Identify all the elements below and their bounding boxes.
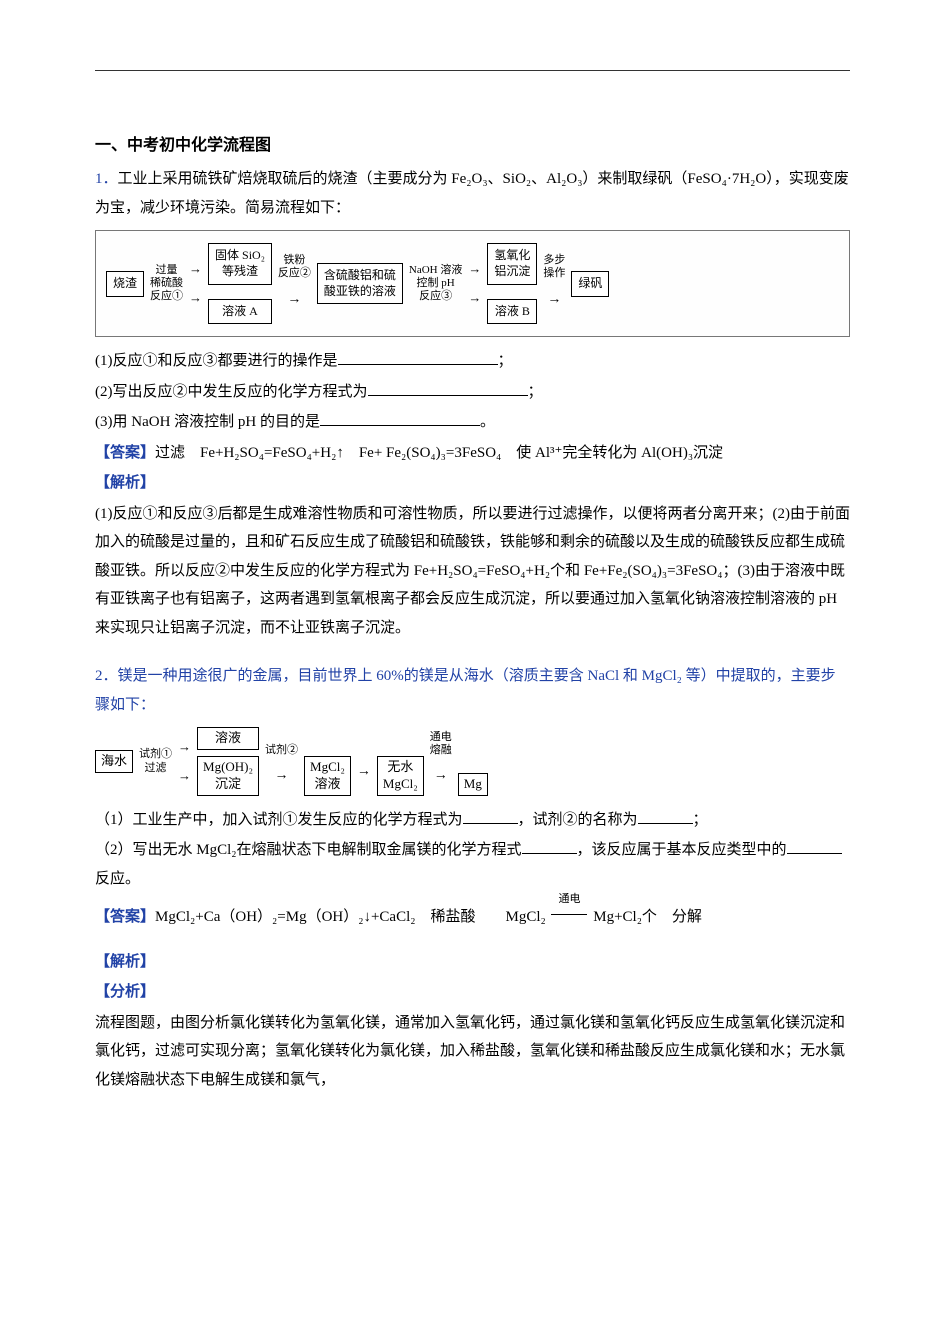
blank [787, 839, 842, 854]
q1-sub1: (1)反应①和反应③都要进行的操作是 ； [95, 347, 850, 376]
flow-node: 溶液 [197, 727, 259, 750]
q2-sub2-text3: 反应。 [95, 871, 140, 887]
answer-text: Mg+Cl₂个 分解 [593, 909, 702, 925]
q1-answer: 【答案】过滤 Fe+H₂SO₄=FeSO₄+H₂↑ Fe+ Fe₂(SO₄)₃=… [95, 439, 850, 468]
arrow-icon: → [357, 759, 371, 786]
flow-node: MgCl₂ 溶液 [304, 756, 351, 796]
flow-node: 无水 MgCl₂ [377, 756, 424, 796]
flow-arrow-label: 通电熔融 → [430, 731, 452, 790]
flow-arrow-label: 试剂② → [265, 744, 298, 790]
q1-intro-text: 工业上采用硫铁矿焙烧取硫后的烧渣（主要成分为 Fe₂O₃、SiO₂、Al₂O₃）… [95, 171, 849, 216]
flow-label: 稀硫酸 [150, 277, 183, 289]
flow-label: 熔融 [430, 744, 452, 756]
q2-sub1-text2: ，试剂②的名称为 [518, 812, 638, 828]
blank [338, 350, 498, 365]
analysis-label: 【分析】 [95, 984, 155, 1000]
punct: ； [693, 812, 708, 828]
q2-intro: 2．镁是一种用途很广的金属，目前世界上 60%的镁是从海水（溶质主要含 NaCl… [95, 662, 850, 719]
answer-label: 【答案】 [95, 445, 155, 461]
flow-label: 操作 [543, 267, 565, 279]
blank [638, 809, 693, 824]
blank [368, 381, 528, 396]
flow-label: 试剂② [265, 744, 298, 757]
q1-explain-text: (1)反应①和反应③后都是生成难溶性物质和可溶性物质，所以要进行过滤操作，以便将… [95, 500, 850, 643]
q2-explain-label: 【解析】 [95, 948, 850, 977]
flow-node: 固体 SiO₂ 等残渣 [208, 243, 272, 284]
flow-label: 多步 [543, 254, 565, 266]
q2-flowchart: 海水 试剂① 过滤 →→ 溶液 Mg(OH)₂ 沉淀 试剂② → MgCl₂ 溶液… [95, 727, 850, 796]
condition-text: 通电 [549, 889, 589, 910]
punct: 。 [480, 414, 495, 430]
flow-label: 控制 pH [417, 277, 455, 289]
flow-arrow-label: NaOH 溶液控制 pH反应③ [409, 264, 462, 304]
q2-number: 2． [95, 668, 118, 684]
flow-label: NaOH 溶液 [409, 264, 462, 276]
reaction-condition: 通电 [549, 903, 589, 932]
flow-node: 溶液 A [208, 299, 272, 325]
flow-column: 溶液 Mg(OH)₂ 沉淀 [197, 727, 259, 796]
explain-label: 【解析】 [95, 954, 155, 970]
explain-label: 【解析】 [95, 475, 155, 491]
q1-sub2-text: (2)写出反应②中发生反应的化学方程式为 [95, 384, 368, 400]
flow-node: 绿矾 [571, 271, 609, 297]
q2-answer: 【答案】MgCl₂+Ca（OH）₂=Mg（OH）₂↓+CaCl₂ 稀盐酸 MgC… [95, 903, 850, 932]
flow-arrow-label: 试剂① 过滤 [139, 748, 172, 774]
q2-analysis-label: 【分析】 [95, 978, 850, 1007]
q1-flowchart: 烧渣 过量稀硫酸反应① →→ 固体 SiO₂ 等残渣 溶液 A 铁粉反应② → … [95, 230, 850, 337]
flow-arrow-label: 过量稀硫酸反应① [150, 264, 183, 304]
flow-label: 铁粉 [283, 254, 305, 266]
flow-node: Mg(OH)₂ 沉淀 [197, 756, 259, 796]
flow-node: 含硫酸铝和硫 酸亚铁的溶液 [317, 263, 403, 304]
q1-sub1-text: (1)反应①和反应③都要进行的操作是 [95, 353, 338, 369]
split-arrows: →→ [178, 735, 191, 788]
q2-intro-text: 镁是一种用途很广的金属，目前世界上 60%的镁是从海水（溶质主要含 NaCl 和… [95, 668, 836, 713]
flow-label: 通电 [430, 731, 452, 743]
blank [463, 809, 518, 824]
q1-explain-label: 【解析】 [95, 469, 850, 498]
q2-sub2: （2）写出无水 MgCl₂在熔融状态下电解制取金属镁的化学方程式 ，该反应属于基本… [95, 836, 850, 893]
flow-node: 烧渣 [106, 271, 144, 297]
flow-node: 氢氧化 铝沉淀 [487, 243, 537, 284]
flow-node: 溶液 B [487, 299, 537, 325]
flow-arrow-label: 铁粉反应② → [278, 254, 311, 313]
q2-sub2-text: （2）写出无水 MgCl₂在熔融状态下电解制取金属镁的化学方程式 [95, 842, 522, 858]
answer-label: 【答案】 [95, 909, 155, 925]
blank [320, 411, 480, 426]
q1-number: 1． [95, 171, 118, 187]
split-arrows: →→ [189, 257, 202, 310]
blank [522, 839, 577, 854]
flow-label: 反应① [150, 290, 183, 302]
q1-intro: 1．工业上采用硫铁矿焙烧取硫后的烧渣（主要成分为 Fe₂O₃、SiO₂、Al₂O… [95, 165, 850, 222]
punct: ； [498, 353, 513, 369]
punct: ； [528, 384, 543, 400]
flow-label: 过滤 [145, 762, 167, 774]
flow-label: 反应② [278, 267, 311, 279]
q2-sub2-text2: ，该反应属于基本反应类型中的 [577, 842, 787, 858]
q2-sub1-text: （1）工业生产中，加入试剂①发生反应的化学方程式为 [95, 812, 463, 828]
flow-node: Mg [458, 773, 488, 796]
q1-sub2: (2)写出反应②中发生反应的化学方程式为 ； [95, 378, 850, 407]
q1-sub3: (3)用 NaOH 溶液控制 pH 的目的是 。 [95, 408, 850, 437]
flow-column: 固体 SiO₂ 等残渣 溶液 A [208, 243, 272, 324]
split-arrows: →→ [468, 257, 481, 310]
flow-arrow-label: 多步操作 → [543, 254, 565, 313]
answer-text: MgCl₂+Ca（OH）₂=Mg（OH）₂↓+CaCl₂ 稀盐酸 MgCl₂ [155, 909, 546, 925]
q2-analysis-text: 流程图题，由图分析氯化镁转化为氢氧化镁，通常加入氢氧化钙，通过氯化镁和氢氧化钙反… [95, 1009, 850, 1095]
top-rule [95, 70, 850, 71]
flow-node: 海水 [95, 750, 133, 773]
flow-label: 试剂① [139, 748, 172, 760]
q1-sub3-text: (3)用 NaOH 溶液控制 pH 的目的是 [95, 414, 320, 430]
answer-text: 过滤 Fe+H₂SO₄=FeSO₄+H₂↑ Fe+ Fe₂(SO₄)₃=3FeS… [155, 445, 723, 461]
flow-label: 反应③ [419, 290, 452, 302]
section-title: 一、中考初中化学流程图 [95, 131, 850, 161]
q2-sub1: （1）工业生产中，加入试剂①发生反应的化学方程式为 ，试剂②的名称为 ； [95, 806, 850, 835]
flow-column: 氢氧化 铝沉淀 溶液 B [487, 243, 537, 324]
flow-label: 过量 [156, 264, 178, 276]
